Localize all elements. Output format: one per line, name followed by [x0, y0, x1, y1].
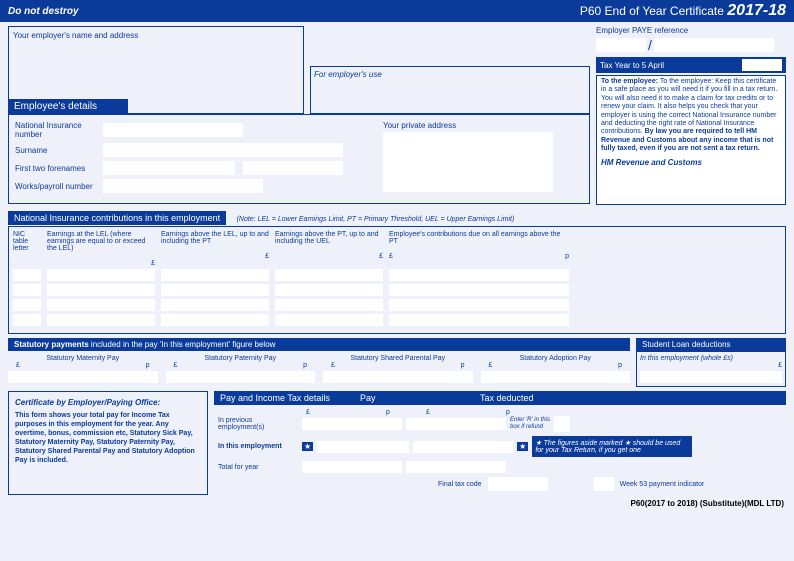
paye-ref-1[interactable] [596, 38, 646, 52]
ni-pt-1[interactable] [161, 269, 269, 281]
do-not-destroy: Do not destroy [8, 6, 79, 17]
form-footer: P60(2017 to 2018) (Substitute)(MDL LTD) [0, 495, 794, 512]
ni-uel-1[interactable] [275, 269, 383, 281]
ni-number-input[interactable] [103, 123, 243, 137]
spp-input[interactable] [166, 371, 316, 383]
forename-2-input[interactable] [243, 161, 343, 175]
prev-tax-input[interactable] [406, 418, 506, 430]
student-loan-input[interactable] [640, 371, 782, 383]
refund-checkbox[interactable] [554, 416, 570, 432]
tax-year-input[interactable] [742, 59, 782, 71]
this-tax-input[interactable] [413, 441, 513, 453]
ni-section-header: National Insurance contributions in this… [8, 211, 226, 225]
week53-input[interactable] [594, 477, 614, 491]
sap-input[interactable] [481, 371, 631, 383]
star-note: ★ The figures aside marked ★ should be u… [532, 436, 692, 457]
employer-name-address-box[interactable]: Your employer's name and address [8, 26, 304, 114]
final-tax-code-input[interactable] [488, 477, 548, 491]
ni-contrib-1[interactable] [389, 269, 569, 281]
total-pay-input[interactable] [302, 461, 402, 473]
paye-ref-2[interactable] [654, 38, 774, 52]
smp-input[interactable] [8, 371, 158, 383]
prev-pay-input[interactable] [302, 418, 402, 430]
nic-letter-3[interactable] [13, 299, 41, 311]
form-header: Do not destroy P60 End of Year Certifica… [0, 0, 794, 22]
payroll-input[interactable] [103, 179, 263, 193]
nic-letter-2[interactable] [13, 284, 41, 296]
sspp-input[interactable] [323, 371, 473, 383]
surname-input[interactable] [103, 143, 343, 157]
student-loan-header: Student Loan deductions [636, 338, 786, 351]
private-address-input[interactable] [383, 132, 553, 192]
this-pay-input[interactable] [317, 441, 409, 453]
nic-letter-4[interactable] [13, 314, 41, 326]
total-tax-input[interactable] [406, 461, 506, 473]
nic-letter-1[interactable] [13, 269, 41, 281]
forename-1-input[interactable] [103, 161, 235, 175]
p60-form: Do not destroy P60 End of Year Certifica… [0, 0, 794, 561]
ni-lel-1[interactable] [47, 269, 155, 281]
form-title: P60 End of Year Certificate 2017-18 [580, 2, 786, 20]
employer-use-box[interactable]: For employer's use [310, 66, 590, 114]
certificate-box: Certificate by Employer/Paying Office: T… [8, 391, 208, 495]
